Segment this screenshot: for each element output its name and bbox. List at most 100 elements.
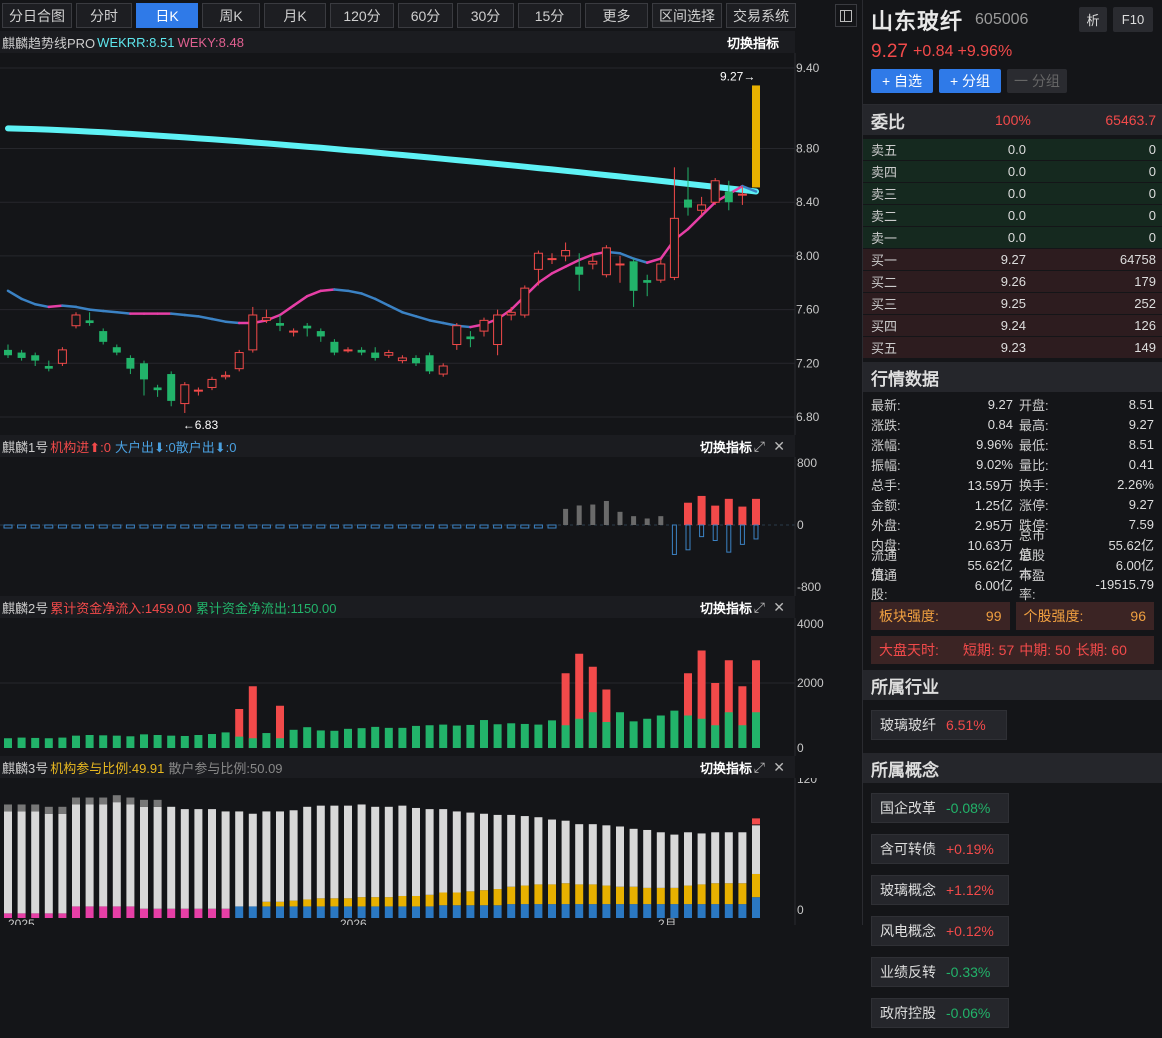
- flow-bar: [316, 524, 326, 529]
- concept-tag[interactable]: 含可转债 +0.19%: [871, 834, 1009, 864]
- flow-bar-positive: [711, 505, 720, 525]
- market-value: 9.27: [1128, 496, 1154, 512]
- flow-bar: [520, 524, 530, 529]
- close-icon[interactable]: ✕: [773, 758, 785, 775]
- period-tab-8[interactable]: 15分: [518, 3, 581, 28]
- period-tab-3[interactable]: 周K: [202, 3, 260, 28]
- period-tab-11[interactable]: 交易系统: [726, 3, 796, 28]
- switch-indicator-button[interactable]: 切换指标: [699, 600, 752, 616]
- market-row: 振幅: 9.02% 量比: 0.41: [871, 454, 1154, 474]
- concept-tag[interactable]: 玻璃概念 +1.12%: [871, 875, 1009, 905]
- period-tab-7[interactable]: 30分: [457, 3, 514, 28]
- market-key: 跌停:: [1019, 517, 1049, 533]
- institution-ratio-bar: [4, 913, 12, 918]
- institution-ratio-bar: [194, 908, 203, 918]
- expand-icon[interactable]: ⤢: [753, 598, 765, 615]
- flow-bar: [180, 524, 190, 529]
- institution-ratio-bar: [276, 906, 284, 918]
- close-icon[interactable]: ✕: [773, 598, 785, 615]
- institution-ratio-bar: [752, 897, 760, 918]
- industry-tag[interactable]: 玻璃玻纤 6.51%: [871, 710, 1007, 740]
- candle-body: [44, 365, 53, 369]
- add-watchlist-button[interactable]: + 自选: [871, 69, 933, 93]
- retail-ratio-bar: [4, 811, 12, 914]
- candle-body: [561, 250, 571, 257]
- market-row: 流通值: 55.62亿 总股本: 6.00亿: [871, 548, 1154, 582]
- large-holder-ratio-bar: [493, 889, 502, 906]
- f10-button[interactable]: F10: [1113, 7, 1153, 32]
- large-holder-ratio-bar: [643, 887, 652, 905]
- candle-body: [221, 374, 231, 378]
- orderbook-row: 买五 9.23 149: [863, 337, 1162, 359]
- price-chart[interactable]: 9.40 8.80 8.40 8.00 7.60 7.20 6.80 9.27→ ←6.83: [0, 53, 860, 435]
- weky-line-segment: [197, 315, 214, 321]
- expand-icon[interactable]: ⤢: [753, 437, 765, 454]
- analyze-button[interactable]: 析: [1079, 7, 1107, 32]
- retail-ratio-bar: [520, 816, 529, 886]
- orderbook-level: 买四: [871, 319, 898, 334]
- concept-tag[interactable]: 业绩反转 -0.33%: [871, 957, 1009, 987]
- orderbook-price: 0.0: [1007, 208, 1026, 223]
- outflow-bar: [452, 725, 461, 748]
- large-holder-ratio-bar: [371, 897, 380, 907]
- period-tab-9[interactable]: 更多: [585, 3, 648, 28]
- institution-ratio-bar: [99, 906, 108, 918]
- outflow-bar: [602, 722, 611, 748]
- period-tab-6[interactable]: 60分: [398, 3, 453, 28]
- institution-ratio-bar: [303, 906, 312, 918]
- period-tab-4[interactable]: 月K: [264, 3, 326, 28]
- weky-line-segment: [278, 304, 295, 317]
- collapse-panel-button[interactable]: [835, 4, 857, 27]
- switch-indicator-button[interactable]: 切换指标: [726, 35, 779, 51]
- candle-body: [99, 331, 108, 342]
- weky-line-segment: [373, 297, 391, 307]
- large-holder-ratio-bar: [262, 901, 271, 907]
- candle-body: [588, 260, 598, 265]
- large-holder-ratio-bar: [344, 898, 352, 907]
- stock-strength-label: 个股强度:: [1023, 608, 1084, 624]
- switch-indicator-button[interactable]: 切换指标: [699, 760, 752, 776]
- institution-ratio-bar: [425, 906, 434, 918]
- period-tab-10[interactable]: 区间选择: [652, 3, 722, 28]
- candle-body: [697, 204, 707, 211]
- outflow-bar: [425, 725, 434, 748]
- period-tab-1[interactable]: 分时: [76, 3, 132, 28]
- large-holder-ratio-bar: [316, 898, 325, 907]
- outflow-bar: [724, 712, 733, 748]
- retail-ratio-bar: [425, 809, 434, 895]
- stock-header: 山东玻纤 605006 析 F10: [863, 0, 1162, 40]
- candle-body: [234, 352, 244, 370]
- long-term: 长期: 60: [1075, 642, 1127, 658]
- concept-tag[interactable]: 政府控股 -0.06%: [871, 998, 1009, 1028]
- orderbook-header: 委比 100% 65463.7: [863, 105, 1162, 135]
- period-tab-2[interactable]: 日K: [136, 3, 198, 28]
- institution-ratio-bar: [738, 904, 747, 918]
- strength-row: 板块强度: 99 个股强度: 96: [863, 602, 1162, 630]
- concept-tag[interactable]: 风电概念 +0.12%: [871, 916, 1009, 946]
- remove-group-button[interactable]: 一 分组: [1007, 69, 1067, 93]
- flow-bar: [166, 524, 176, 529]
- stock-name: 山东玻纤: [871, 9, 964, 34]
- candle-body: [4, 349, 12, 356]
- period-tab-0[interactable]: 分日合图: [2, 3, 72, 28]
- concept-tag[interactable]: 国企改革 -0.08%: [871, 793, 1009, 823]
- panel3-chart: 120 0 2025 2026 2月: [4, 778, 817, 925]
- y-tick-label: 6.80: [796, 410, 820, 424]
- panel3-title: 麒麟3号: [2, 760, 49, 776]
- concept-pct: +0.12%: [946, 923, 994, 939]
- large-holder-ratio-bar: [629, 886, 638, 905]
- flow-bar: [57, 524, 67, 529]
- expand-icon[interactable]: ⤢: [753, 758, 765, 775]
- period-tab-5[interactable]: 120分: [330, 3, 394, 28]
- close-icon[interactable]: ✕: [773, 437, 785, 454]
- switch-indicator-button[interactable]: 切换指标: [699, 439, 752, 455]
- candle-body: [330, 341, 339, 353]
- outflow-bar: [99, 735, 108, 748]
- market-value: 8.51: [1128, 396, 1154, 412]
- flow-bar: [3, 524, 13, 529]
- candle-body: [466, 336, 475, 340]
- outflow-bar: [248, 738, 257, 748]
- market-key: 总股本:: [1019, 548, 1046, 582]
- add-group-button[interactable]: + 分组: [939, 69, 1001, 93]
- flow-bar: [357, 524, 367, 529]
